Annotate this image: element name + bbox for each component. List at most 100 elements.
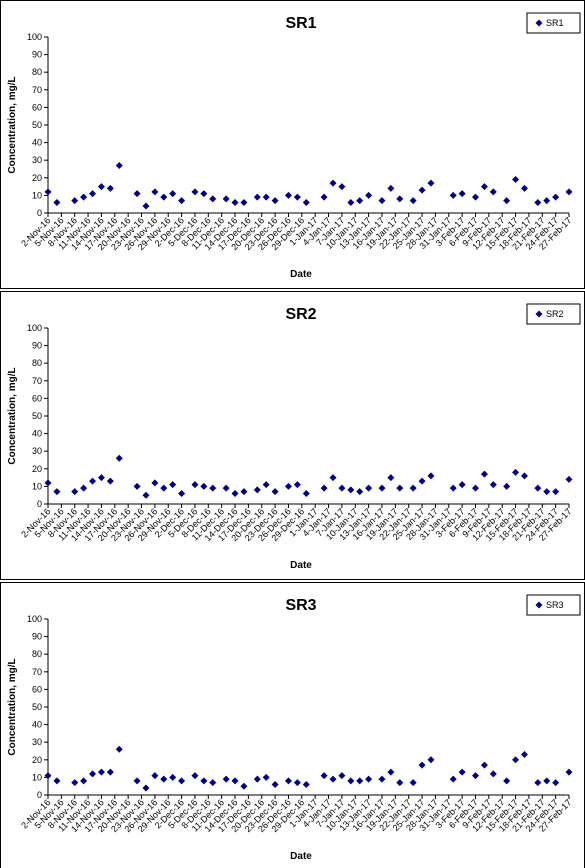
data-point (543, 777, 551, 785)
data-point (284, 777, 292, 785)
data-point (253, 193, 261, 201)
data-point (458, 768, 466, 776)
legend-box (526, 12, 581, 34)
legend-label: SR3 (546, 600, 564, 610)
data-point (302, 489, 310, 497)
y-axis-label: Concentration, mg/L (7, 658, 18, 755)
data-point (418, 186, 426, 194)
data-point (520, 184, 528, 192)
legend-box (526, 594, 581, 616)
data-point (71, 779, 79, 787)
data-point (191, 188, 199, 196)
y-tick-label: 40 (32, 138, 42, 148)
data-point (262, 773, 270, 781)
data-point (262, 193, 270, 201)
data-point (356, 488, 364, 496)
legend: SR2 (526, 303, 581, 325)
chart-panel: SR3 Concentration, mg/L Date 0 10 20 30 40 50 60 7… (0, 582, 585, 868)
data-point (151, 772, 159, 780)
data-point (409, 484, 417, 492)
data-point (271, 488, 279, 496)
y-tick-label: 30 (32, 446, 42, 456)
data-point (302, 198, 310, 206)
data-point (387, 184, 395, 192)
data-point (378, 484, 386, 492)
data-point (160, 484, 168, 492)
data-point (293, 193, 301, 201)
data-point (387, 768, 395, 776)
data-point (320, 193, 328, 201)
data-point (191, 481, 199, 489)
legend: SR3 (526, 594, 581, 616)
data-point (520, 751, 528, 759)
data-point (534, 779, 542, 787)
data-point (565, 475, 573, 483)
data-point (471, 772, 479, 780)
data-point (356, 197, 364, 205)
y-tick-label: 70 (32, 667, 42, 677)
data-point (271, 780, 279, 788)
data-point (106, 184, 114, 192)
data-point (53, 488, 61, 496)
legend-box (526, 303, 581, 325)
data-point (200, 482, 208, 490)
chart-title: SR1 (285, 15, 316, 32)
y-tick-label: 50 (32, 120, 42, 130)
data-point (458, 190, 466, 198)
y-tick-label: 60 (32, 393, 42, 403)
y-tick-label: 90 (32, 341, 42, 351)
data-point (106, 477, 114, 485)
y-tick-label: 60 (32, 684, 42, 694)
data-point (565, 768, 573, 776)
y-tick-label: 40 (32, 429, 42, 439)
data-point (240, 782, 248, 790)
data-point (396, 195, 404, 203)
x-axis-label: Date (290, 269, 312, 280)
data-point (80, 193, 88, 201)
legend-marker (535, 310, 543, 318)
y-tick-label: 100 (27, 614, 42, 624)
data-point (262, 481, 270, 489)
data-point (489, 481, 497, 489)
data-point (133, 482, 141, 490)
y-tick-label: 10 (32, 190, 42, 200)
data-point (240, 488, 248, 496)
y-tick-label: 20 (32, 755, 42, 765)
legend-label: SR2 (546, 309, 564, 319)
data-point (240, 198, 248, 206)
data-point (142, 784, 150, 792)
data-point (222, 484, 230, 492)
y-tick-label: 10 (32, 772, 42, 782)
y-tick-label: 20 (32, 464, 42, 474)
data-point (89, 477, 97, 485)
data-point (284, 191, 292, 199)
data-point (418, 477, 426, 485)
data-point (480, 470, 488, 478)
y-axis-label: Concentration, mg/L (7, 76, 18, 173)
data-point (427, 472, 435, 480)
data-point (552, 779, 560, 787)
data-point (552, 193, 560, 201)
data-point (338, 183, 346, 191)
chart-title: SR3 (285, 597, 316, 614)
data-point (520, 472, 528, 480)
data-point (427, 179, 435, 187)
data-point (503, 482, 511, 490)
data-point (503, 777, 511, 785)
data-point (133, 777, 141, 785)
data-point (44, 188, 52, 196)
data-point (338, 772, 346, 780)
data-point (133, 190, 141, 198)
data-point (115, 454, 123, 462)
data-point (191, 772, 199, 780)
data-point (222, 775, 230, 783)
y-tick-label: 20 (32, 173, 42, 183)
legend-label: SR1 (546, 18, 564, 28)
data-point (284, 482, 292, 490)
data-point (329, 474, 337, 482)
data-point (512, 176, 520, 184)
data-point (200, 777, 208, 785)
data-point (543, 197, 551, 205)
data-point (418, 761, 426, 769)
